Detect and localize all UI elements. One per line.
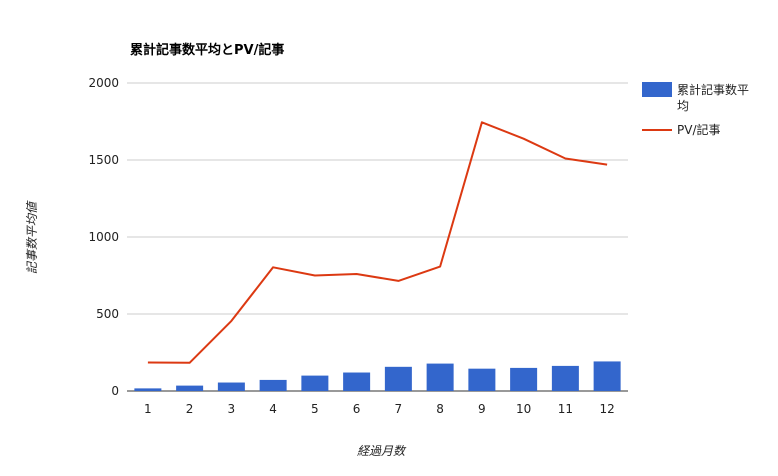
bar-series (134, 361, 621, 391)
y-tick-label: 2000 (88, 76, 119, 90)
y-axis-label: 記事数平均値 (25, 200, 39, 274)
gridlines (127, 82, 628, 392)
bar (468, 368, 496, 391)
x-axis-label: 経過月数 (357, 444, 407, 458)
bar (510, 367, 538, 391)
x-tick-label: 9 (478, 402, 486, 416)
x-tick-label: 6 (353, 402, 361, 416)
x-tick-label: 7 (395, 402, 403, 416)
bar (176, 385, 204, 391)
x-axis-ticks: 1 2 3 4 5 6 7 8 9 10 11 12 (144, 402, 615, 416)
y-tick-label: 1000 (88, 230, 119, 244)
x-tick-label: 8 (436, 402, 444, 416)
y-tick-label: 500 (96, 307, 119, 321)
y-axis-ticks: 0 500 1000 1500 2000 (88, 76, 119, 398)
bar (551, 365, 579, 391)
x-tick-label: 10 (516, 402, 531, 416)
bar (343, 372, 371, 391)
bar (259, 379, 287, 391)
y-tick-label: 0 (111, 384, 119, 398)
bar (217, 382, 245, 391)
legend-line-label: PV/記事 (677, 122, 721, 137)
bar (134, 388, 162, 391)
legend-bar-label: 累計記事数平 (677, 82, 749, 97)
x-tick-label: 5 (311, 402, 319, 416)
bar (426, 363, 454, 391)
y-tick-label: 1500 (88, 153, 119, 167)
legend: 累計記事数平 均 PV/記事 (642, 82, 749, 137)
x-tick-label: 4 (269, 402, 277, 416)
x-tick-label: 1 (144, 402, 152, 416)
x-tick-label: 11 (558, 402, 573, 416)
x-tick-label: 12 (599, 402, 614, 416)
bar (384, 366, 412, 391)
x-tick-label: 3 (228, 402, 236, 416)
chart-title: 累計記事数平均とPV/記事 (130, 42, 284, 58)
line-series (147, 121, 608, 364)
series-line (147, 121, 608, 364)
legend-bar-swatch (642, 82, 672, 97)
legend-bar-label-continued: 均 (677, 99, 689, 113)
bar (301, 375, 329, 391)
bar (593, 361, 621, 391)
x-tick-label: 2 (186, 402, 194, 416)
